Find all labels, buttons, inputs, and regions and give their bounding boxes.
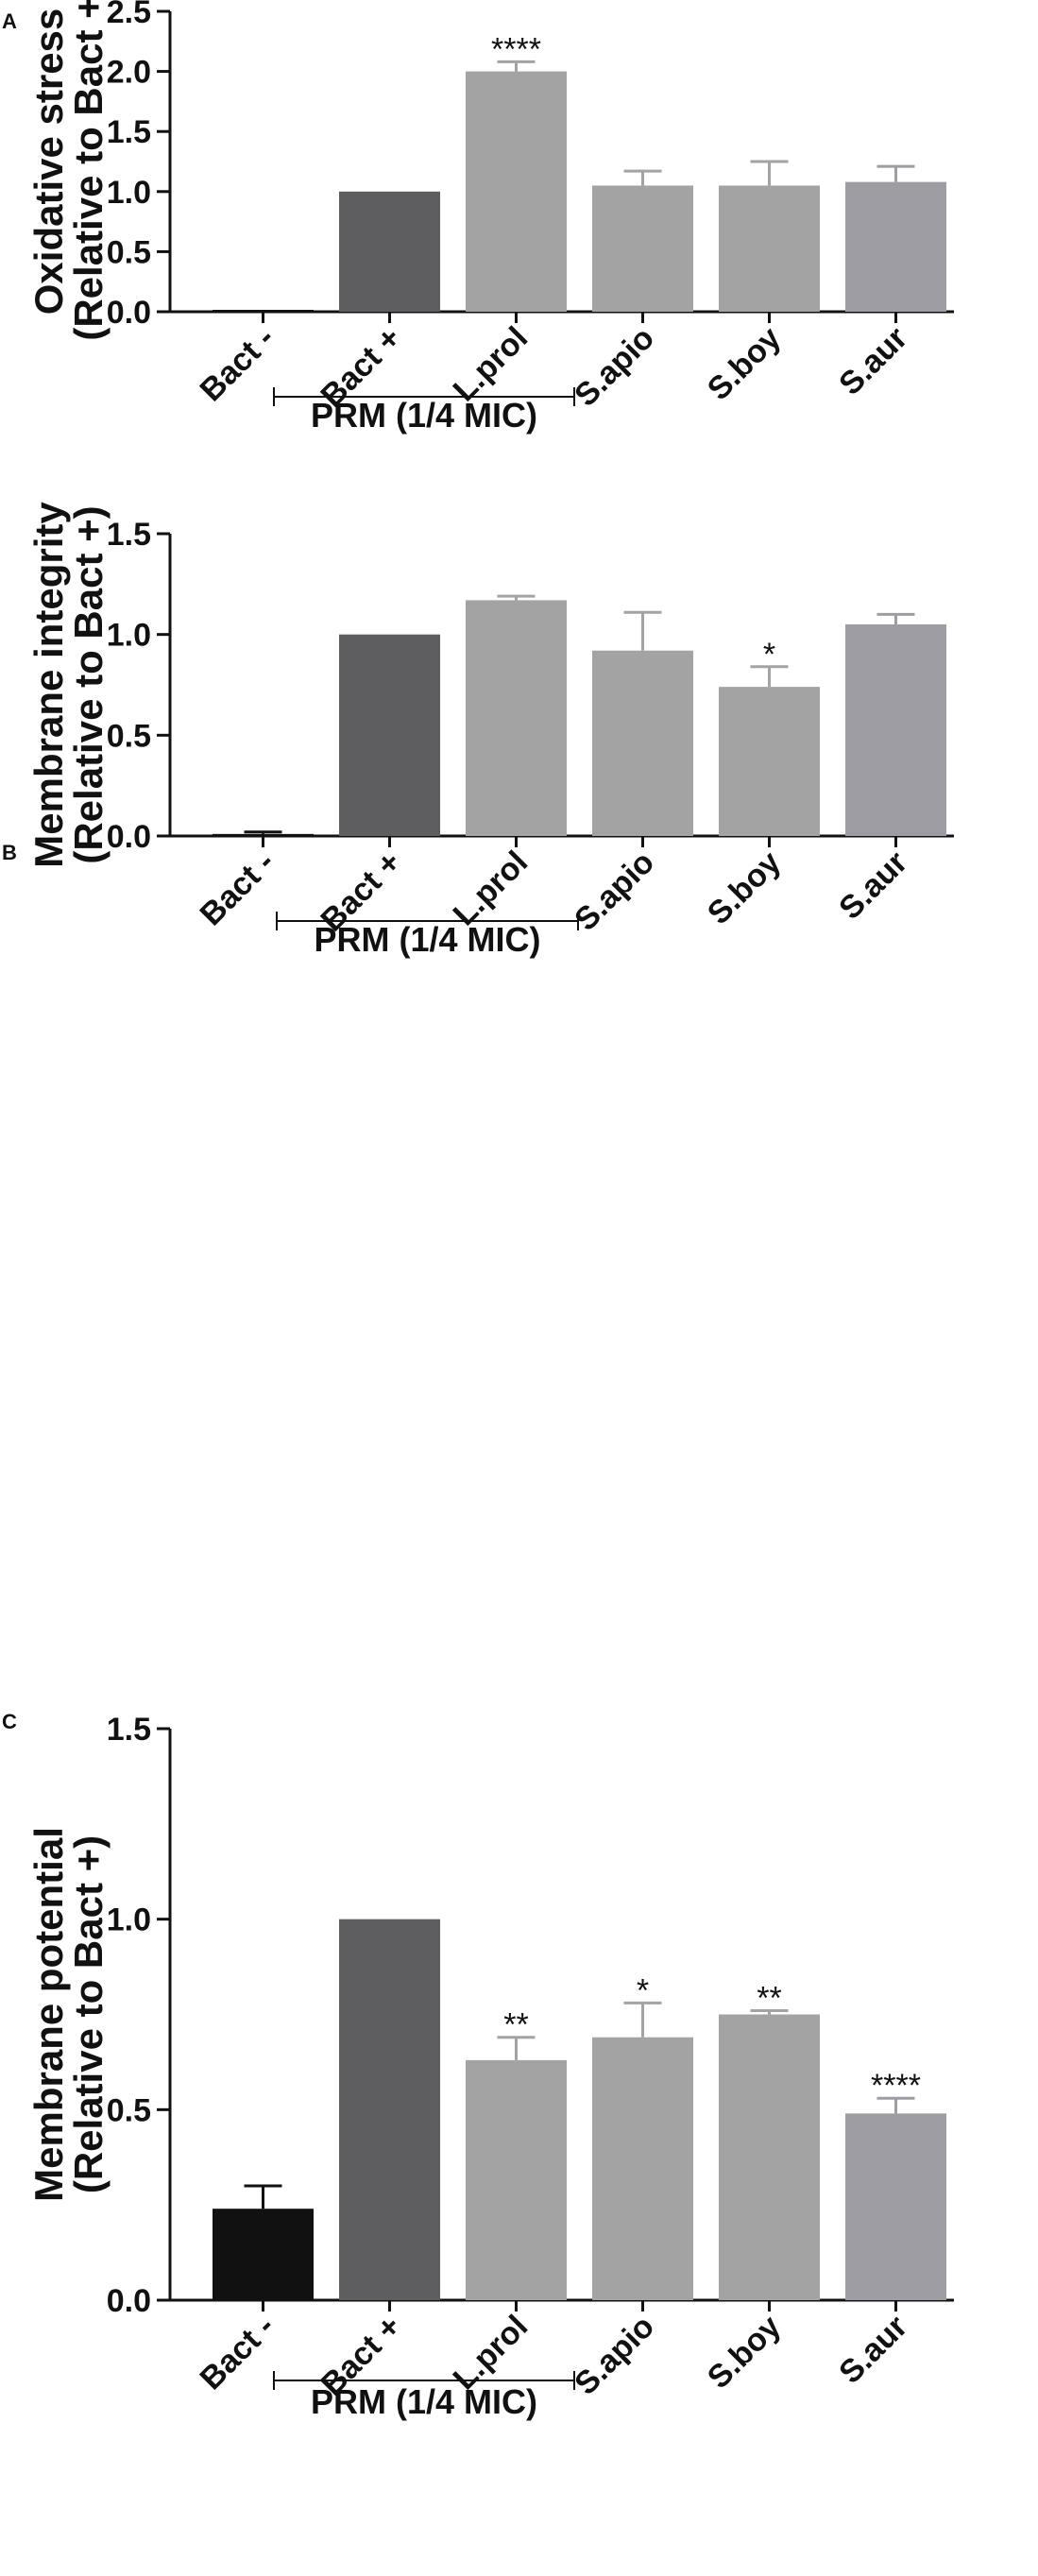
group-label: PRM (1/4 MIC) (314, 920, 540, 959)
panel-a: A Oxidative stress(Relative to Bact +)0.0… (2, 0, 954, 435)
bar-s-boy (719, 2014, 820, 2300)
bar-l-prol (466, 2059, 567, 2300)
y-tick-label: 2.5 (107, 0, 151, 30)
y-axis-label: Membrane integrity (26, 502, 71, 868)
bar-s-boy (719, 185, 820, 312)
significance-mark: ** (757, 1980, 781, 2016)
group-label: PRM (1/4 MIC) (311, 2382, 537, 2421)
x-tick-label: S.boy (701, 844, 788, 931)
bar-bact (339, 634, 440, 836)
bar-bact (339, 1919, 440, 2300)
y-tick-label: 1.5 (107, 1712, 151, 1748)
y-axis-label-sub: (Relative to Bact +) (66, 0, 111, 341)
y-axis-label-sub: (Relative to Bact +) (66, 1835, 111, 2193)
bar-s-aur (845, 2113, 946, 2300)
group-label: PRM (1/4 MIC) (311, 396, 537, 435)
y-tick-label: 1.0 (107, 618, 151, 654)
x-tick-label: S.aur (832, 320, 914, 402)
x-tick-label: Bact - (193, 320, 281, 409)
y-tick-label: 0.5 (107, 718, 151, 754)
y-tick-label: 0.0 (107, 2283, 151, 2319)
y-tick-label: 0.5 (107, 2092, 151, 2128)
panel-letter: B (2, 841, 17, 864)
y-tick-label: 1.5 (107, 517, 151, 553)
bar-s-boy (719, 687, 820, 836)
bar-s-apio (592, 2037, 693, 2300)
significance-mark: **** (871, 2068, 921, 2104)
bar-bact (213, 833, 314, 836)
x-tick-label: S.apio (568, 320, 661, 414)
panel-b: B Membrane integrity(Relative to Bact +)0… (2, 502, 954, 959)
x-tick-label: S.boy (701, 320, 788, 407)
y-tick-label: 0.5 (107, 234, 151, 270)
significance-mark: ** (503, 2007, 528, 2043)
x-tick-label: S.aur (832, 844, 914, 927)
bar-bact (339, 191, 440, 312)
bar-l-prol (466, 600, 567, 836)
bar-s-apio (592, 650, 693, 836)
significance-mark: **** (491, 31, 541, 67)
y-tick-label: 0.0 (107, 819, 151, 855)
x-tick-label: S.boy (701, 2309, 788, 2396)
y-tick-label: 0.0 (107, 295, 151, 331)
bar-s-apio (592, 185, 693, 312)
bar-bact (213, 2209, 314, 2300)
bar-s-aur (845, 181, 946, 312)
x-tick-label: Bact - (193, 2309, 281, 2397)
y-tick-label: 2.0 (107, 55, 151, 91)
y-axis-label: Oxidative stress (26, 9, 71, 316)
bar-l-prol (466, 71, 567, 312)
x-tick-label: S.apio (568, 844, 661, 938)
x-tick-label: S.aur (832, 2309, 914, 2391)
x-tick-label: Bact - (193, 844, 281, 933)
panel-letter: A (2, 9, 17, 33)
y-tick-label: 1.5 (107, 114, 151, 150)
y-tick-label: 1.0 (107, 1902, 151, 1938)
y-axis-label-sub: (Relative to Bact +) (66, 505, 111, 863)
panel-letter: C (2, 1710, 17, 1733)
x-tick-label: S.apio (568, 2309, 661, 2402)
bar-s-aur (845, 624, 946, 836)
significance-mark: * (763, 637, 775, 673)
y-axis-label: Membrane potential (26, 1827, 71, 2202)
y-tick-label: 1.0 (107, 175, 151, 211)
bar-bact (213, 310, 314, 312)
significance-mark: * (637, 1972, 649, 2008)
